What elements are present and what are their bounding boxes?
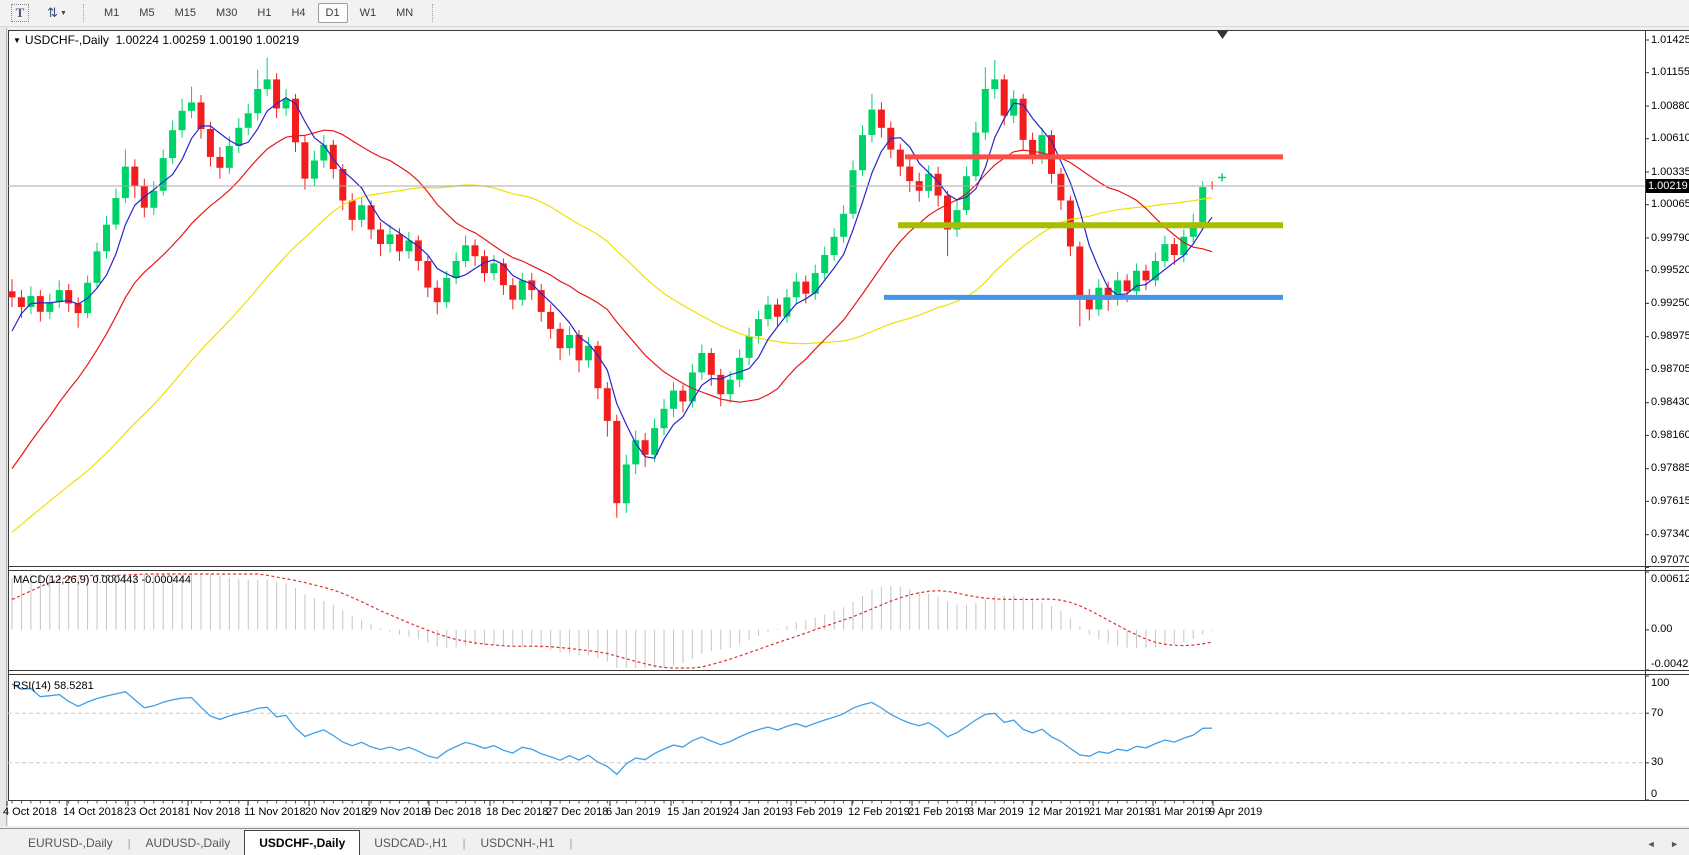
text-tool-icon: T [10,4,30,22]
date-axis-label: 23 Oct 2018 [124,806,184,818]
date-axis-label: 9 Dec 2018 [425,806,482,818]
rsi-indicator-label: RSI(14) 58.5281 [13,680,94,692]
chart-tab-usdchf[interactable]: USDCHF-,Daily [244,830,361,855]
date-axis-label: 29 Nov 2018 [365,806,428,818]
rsi-axis-label: 70 [1651,706,1664,719]
price-axis-label: 0.97615 [1651,494,1689,507]
timeframe-button-m30[interactable]: M30 [215,7,238,19]
date-axis-label: 9 Apr 2019 [1209,806,1263,818]
chart-tab-bar: EURUSD-,Daily | AUDUSD-,Daily USDCHF-,Daily… [0,828,1689,855]
current-price-tag: 1.00219 [1646,179,1689,193]
chart-shift-marker [1217,31,1228,39]
top-toolbar: T ⇅ ▼ M1 M5 M15 M30 H1 H4 D1 W1 MN [0,0,1689,27]
chart-title: ▼ USDCHF-,Daily 1.00224 1.00259 1.00190 1… [13,33,299,47]
timeframe-button-h1[interactable]: H1 [257,7,272,19]
low-value: 1.00190 [209,33,253,47]
timeframe-button-mn[interactable]: MN [396,7,414,19]
price-axis-label: 0.98160 [1651,428,1689,441]
timeframe-button-group: M1 M5 M15 M30 H1 H4 D1 W1 MN [94,3,423,23]
date-axis-label: 14 Oct 2018 [63,806,123,818]
tab-divider: | [127,838,131,850]
date-axis-label: 3 Mar 2019 [968,806,1024,818]
chart-tab-usdcad[interactable]: USDCAD-,H1 [374,836,448,850]
date-axis-label: 12 Mar 2019 [1028,806,1090,818]
date-axis-label: 31 Mar 2019 [1149,806,1211,818]
price-axis-label: 0.99790 [1651,231,1689,244]
rsi-value: 58.5281 [53,680,94,692]
date-axis-label: 18 Dec 2018 [486,806,549,818]
macd-indicator-label: MACD(12,26,9) 0.000443 -0.000444 [13,574,191,586]
cursor-mode-button[interactable]: ⇅ ▼ [40,3,74,23]
toolbar-grip-2 [432,4,436,22]
date-axis-label: 6 Jan 2019 [606,806,661,818]
price-axis-label: 0.98705 [1651,362,1689,375]
toolbar-grip [83,4,87,22]
macd-axis-label: -0.00425 [1651,658,1689,670]
price-axis-label: 1.01155 [1651,66,1689,79]
symbol-period-label: USDCHF-,Daily [24,33,109,47]
open-value: 1.00224 [115,33,159,47]
timeframe-button-m1[interactable]: M1 [104,7,120,19]
rsi-axis-label: 100 [1651,677,1670,689]
chart-tab-eurusd[interactable]: EURUSD-,Daily [28,836,113,850]
macd-axis-label: 0.00 [1651,623,1673,636]
date-axis-label: 4 Oct 2018 [3,806,57,818]
chart-tab-audusd[interactable]: AUDUSD-,Daily [145,836,231,850]
tab-scroll-left-icon[interactable]: ◄ [1646,839,1656,849]
timeframe-button-m15[interactable]: M15 [174,7,196,19]
tab-scroll-buttons: ◄ ► [1635,839,1679,855]
price-axis-label: 1.00065 [1651,198,1689,211]
price-axis-label: 0.97885 [1651,462,1689,475]
price-axis-label: 0.97070 [1651,553,1689,566]
date-axis-label: 15 Jan 2019 [667,806,728,818]
macd-main-value: 0.000443 [92,574,139,586]
close-value: 1.00219 [255,33,300,47]
date-axis-label: 3 Feb 2019 [787,806,843,818]
date-axis-label: 21 Mar 2019 [1089,806,1151,818]
price-axis-label: 0.98975 [1651,330,1689,343]
price-axis-label: 0.97340 [1651,528,1689,541]
text-tool-button[interactable]: T [8,3,32,23]
high-value: 1.00259 [162,33,206,47]
date-axis-label: 11 Nov 2018 [244,806,306,818]
timeframe-button-w1[interactable]: W1 [359,7,377,19]
date-axis-label: 27 Dec 2018 [546,806,609,818]
chart-tab-usdcnh[interactable]: USDCNH-,H1 [480,836,555,850]
date-axis-label: 20 Nov 2018 [305,806,368,818]
price-axis-label: 0.99250 [1651,296,1689,309]
tab-scroll-right-icon[interactable]: ► [1670,839,1679,849]
date-axis-label: 12 Feb 2019 [848,806,910,818]
price-axis-label: 1.00335 [1651,165,1689,178]
price-axis-label: 0.98430 [1651,396,1689,409]
double-arrow-icon: ⇅ [47,5,58,20]
timeframe-button-h4[interactable]: H4 [291,7,306,19]
date-axis-label: 1 Nov 2018 [184,806,241,818]
chevron-down-icon: ▼ [59,9,67,17]
tab-divider: | [462,838,466,850]
price-axis-label: 0.99520 [1651,264,1689,277]
tab-divider: | [569,838,573,850]
price-axis-label: 1.00610 [1651,132,1689,145]
collapse-caret-icon[interactable]: ▼ [13,36,21,45]
timeframe-button-d1[interactable]: D1 [317,3,348,23]
price-axis-label: 1.01425 [1651,33,1689,46]
macd-axis-label: 0.006125 [1651,573,1689,585]
rsi-axis-label: 0 [1651,788,1658,800]
macd-signal-value: -0.000444 [141,574,191,586]
price-axis-label: 1.00880 [1651,99,1689,112]
timeframe-button-m5[interactable]: M5 [139,7,155,19]
date-axis-label: 21 Feb 2019 [908,806,970,818]
date-axis-label: 24 Jan 2019 [727,806,788,818]
rsi-axis-label: 30 [1651,756,1664,769]
